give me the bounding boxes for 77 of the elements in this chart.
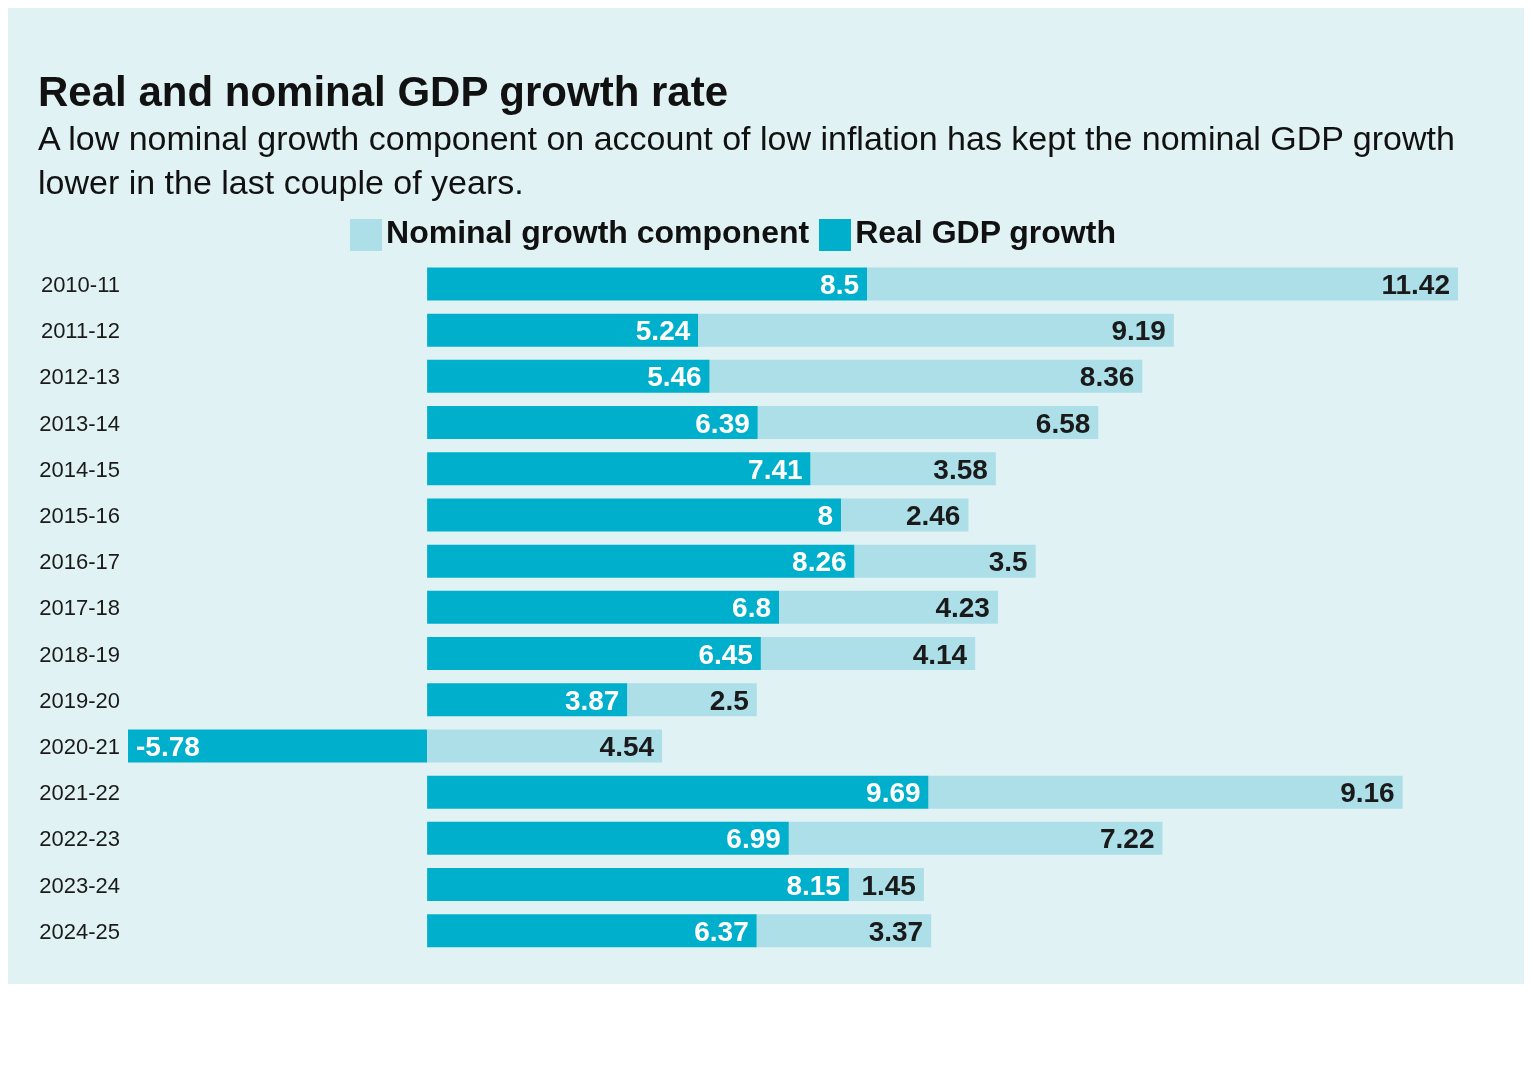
data-label: 8.5 <box>820 269 859 301</box>
data-label: 2.5 <box>709 685 749 717</box>
bar <box>427 776 929 810</box>
data-label: 8.26 <box>792 546 847 578</box>
data-label: 5.46 <box>647 361 702 393</box>
data-label: 3.58 <box>933 454 988 486</box>
chart-title: Real and nominal GDP growth rate <box>38 68 729 116</box>
data-label: 5.24 <box>635 315 691 347</box>
data-label: 6.39 <box>695 408 750 440</box>
y-tick-label: 2013-14 <box>39 410 120 436</box>
y-tick-label: 2016-17 <box>39 549 120 575</box>
bar <box>427 822 789 856</box>
y-tick-label: 2011-12 <box>40 318 120 344</box>
y-tick-label: 2021-22 <box>39 780 120 806</box>
bar <box>788 822 1163 856</box>
bar <box>427 868 849 902</box>
bar <box>427 267 867 301</box>
data-label: 8 <box>817 500 834 532</box>
data-label: 6.37 <box>694 916 749 948</box>
data-label: 6.58 <box>1035 408 1091 440</box>
bar <box>427 452 811 486</box>
bar <box>427 545 855 579</box>
y-tick-label: 2017-18 <box>39 595 120 621</box>
bar <box>427 406 758 440</box>
chart-subtitle: A low nominal growth component on account of low inflation has kept the nominal GDP growth lower in the last couple of years. <box>38 118 1456 204</box>
y-tick-label: 2023-24 <box>39 872 120 898</box>
bar <box>760 637 976 671</box>
bar <box>854 545 1036 579</box>
bar <box>427 637 761 671</box>
bar <box>427 591 780 625</box>
legend-label: Real GDP growth <box>855 214 1116 251</box>
bar <box>128 729 428 763</box>
data-label: 4.23 <box>935 592 990 624</box>
bar <box>427 498 842 532</box>
y-tick-label: 2012-13 <box>39 364 120 390</box>
data-label: 4.54 <box>599 731 655 763</box>
bar <box>810 452 996 486</box>
data-label: -5.78 <box>136 731 200 763</box>
data-label: 9.19 <box>1111 315 1166 347</box>
data-label: 6.99 <box>726 823 781 855</box>
data-label: 6.8 <box>732 592 772 624</box>
data-label: 1.45 <box>861 870 916 902</box>
data-label: 3.87 <box>564 685 620 717</box>
data-label: 7.41 <box>748 454 803 486</box>
data-label: 11.42 <box>1381 269 1450 301</box>
data-label: 9.16 <box>1340 777 1395 809</box>
bar <box>427 360 710 394</box>
bar <box>698 314 1174 348</box>
data-label: 4.14 <box>912 639 968 671</box>
bar <box>757 406 1099 440</box>
bar <box>427 729 663 763</box>
bar <box>779 591 998 625</box>
data-label: 8.15 <box>786 870 841 902</box>
y-tick-label: 2020-21 <box>39 734 120 760</box>
data-label: 2.46 <box>905 500 961 532</box>
data-label: 3.37 <box>868 916 924 948</box>
bar <box>427 914 757 948</box>
data-label: 9.69 <box>866 777 921 809</box>
y-tick-label: 2019-20 <box>39 688 120 714</box>
data-label: 3.5 <box>988 546 1028 578</box>
data-label: 8.36 <box>1079 361 1135 393</box>
y-tick-label: 2024-25 <box>39 919 120 945</box>
y-tick-label: 2014-15 <box>39 457 120 483</box>
bar <box>627 683 757 717</box>
bar <box>928 776 1403 810</box>
bar <box>867 267 1458 301</box>
bar <box>427 314 699 348</box>
y-tick-label: 2018-19 <box>39 641 120 667</box>
bar <box>427 683 628 717</box>
bar <box>756 914 932 948</box>
y-tick-label: 2010-11 <box>40 272 120 298</box>
y-tick-label: 2015-16 <box>39 503 120 529</box>
y-tick-label: 2022-23 <box>39 826 120 852</box>
data-label: 6.45 <box>698 639 753 671</box>
bar <box>709 360 1143 394</box>
legend-label: Nominal growth component <box>386 214 810 251</box>
data-label: 7.22 <box>1100 823 1155 855</box>
